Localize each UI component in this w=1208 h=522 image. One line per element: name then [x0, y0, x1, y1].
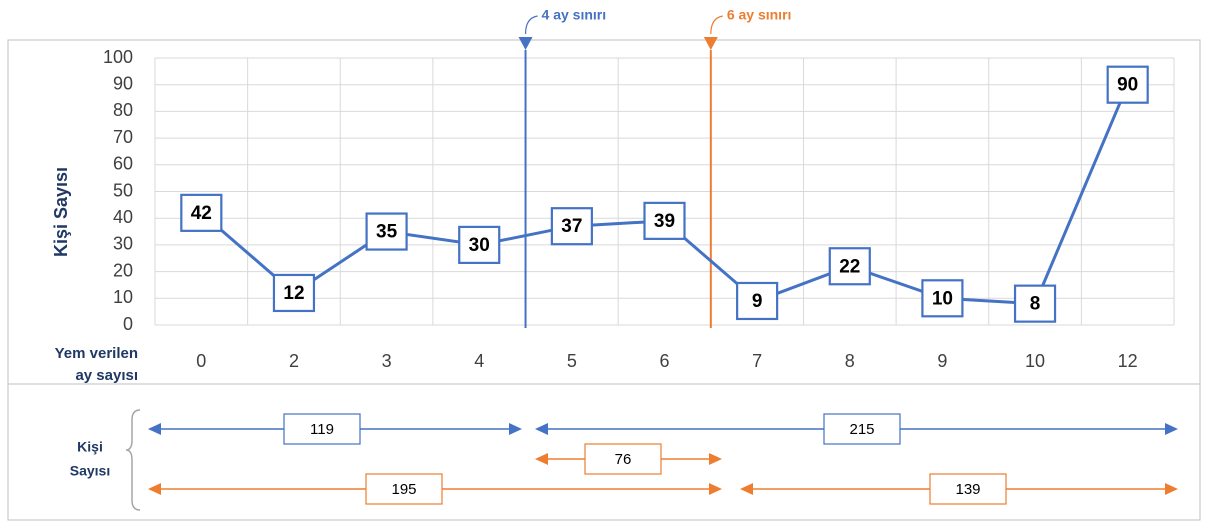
y-tick-label: 60 [113, 154, 133, 174]
arrow-head [148, 483, 161, 495]
arrow-head [535, 423, 548, 435]
data-label: 10 [932, 288, 953, 309]
x-axis-label: Yem verilen [55, 345, 138, 362]
arrow-head [1165, 423, 1178, 435]
data-label-box [272, 273, 316, 313]
x-tick-label: 10 [1025, 351, 1045, 371]
y-tick-label: 70 [113, 127, 133, 147]
boundary-leader [524, 15, 538, 35]
y-tick-label: 100 [103, 47, 133, 67]
arrow-head [1165, 483, 1178, 495]
x-tick-label: 12 [1118, 351, 1138, 371]
data-label-box [550, 207, 593, 246]
data-label-box [458, 225, 501, 264]
arrow-head [709, 453, 722, 465]
data-label: 35 [376, 222, 398, 243]
total-label: 76 [615, 451, 632, 468]
totals-label: Kişi [77, 439, 103, 455]
x-tick-label: 5 [567, 351, 577, 371]
x-tick-label: 6 [659, 351, 669, 371]
data-label: 22 [839, 256, 860, 277]
data-label: 42 [191, 203, 212, 224]
boundary-label: 6 ay sınırı [727, 7, 792, 23]
total-box [584, 443, 662, 475]
data-label-box [1106, 65, 1149, 104]
data-label: 30 [469, 235, 490, 256]
total-box [283, 413, 361, 445]
y-tick-label: 20 [113, 260, 133, 280]
x-tick-label: 2 [289, 351, 299, 371]
boundary-arrow [703, 37, 718, 50]
y-tick-label: 30 [113, 234, 133, 254]
y-tick-label: 10 [113, 287, 133, 307]
data-label: 37 [561, 216, 582, 237]
arrow-head [535, 453, 548, 465]
y-axis-label: Kişi Sayısı [51, 167, 71, 257]
x-tick-label: 7 [752, 351, 762, 371]
data-label: 39 [654, 211, 675, 232]
total-label: 139 [955, 481, 980, 498]
data-label-box [828, 247, 871, 286]
x-tick-label: 8 [845, 351, 855, 371]
total-label: 119 [310, 421, 334, 438]
arrow-head [509, 423, 522, 435]
data-label-box [736, 281, 779, 321]
x-axis-label: ay sayısı [75, 367, 138, 384]
arrow-head [148, 423, 161, 435]
data-label: 9 [752, 291, 763, 312]
y-tick-label: 80 [113, 100, 133, 120]
boundary-label: 4 ay sınırı [542, 7, 607, 23]
total-label: 195 [391, 481, 416, 498]
data-label-box [1013, 284, 1057, 323]
brace [125, 409, 141, 511]
x-tick-label: 3 [382, 351, 392, 371]
y-tick-label: 40 [113, 207, 133, 227]
y-tick-label: 50 [113, 180, 133, 200]
data-label-box [921, 279, 964, 318]
data-label-box [365, 212, 408, 251]
x-tick-label: 9 [937, 351, 947, 371]
data-label: 8 [1030, 294, 1041, 315]
total-box [823, 413, 901, 445]
total-label: 215 [849, 421, 874, 438]
arrow-head [740, 483, 753, 495]
x-tick-label: 4 [474, 351, 484, 371]
data-label: 90 [1117, 75, 1138, 96]
boundary-arrow [518, 37, 533, 50]
totals-label: Sayısı [70, 463, 110, 479]
data-label: 12 [283, 283, 304, 304]
y-tick-label: 90 [113, 73, 133, 93]
data-label-box [643, 201, 686, 240]
total-box [929, 473, 1007, 505]
y-tick-label: 0 [123, 314, 133, 334]
total-box [365, 473, 443, 505]
arrow-head [709, 483, 722, 495]
boundary-leader [710, 15, 723, 35]
frame [7, 39, 1201, 521]
x-tick-label: 0 [196, 351, 206, 371]
data-label-box [180, 193, 223, 232]
